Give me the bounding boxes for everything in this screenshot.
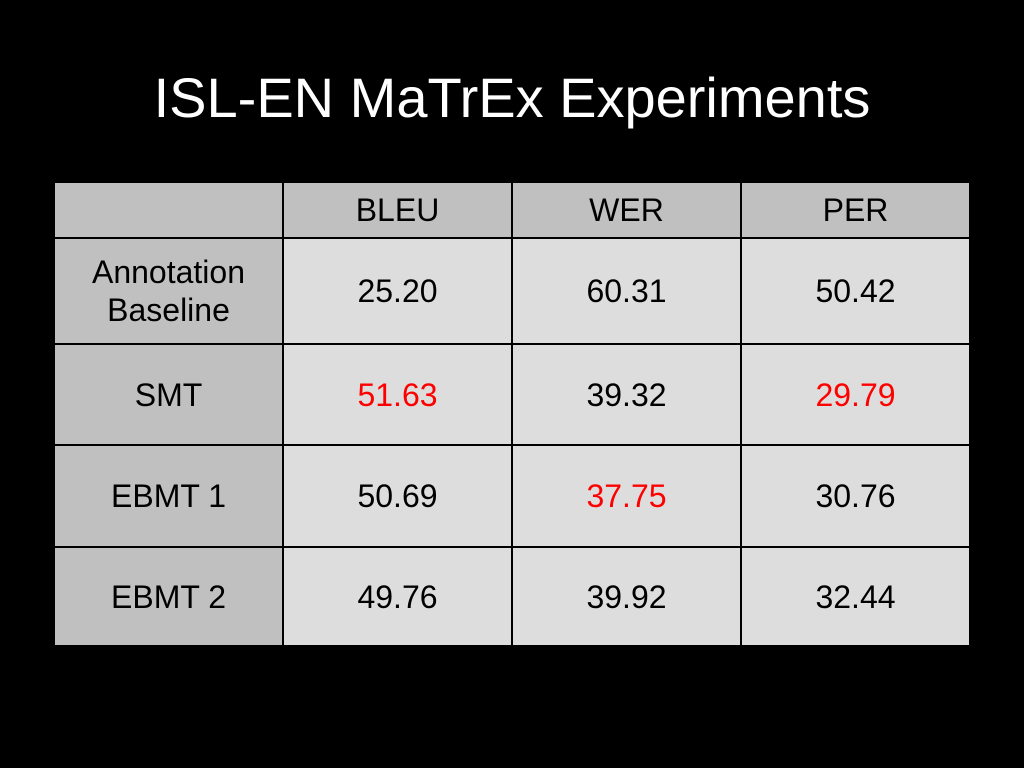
value-cell: 30.76 [740, 444, 971, 548]
value-cell: 37.75 [511, 444, 742, 548]
value-cell: 29.79 [740, 343, 971, 446]
value-cell: 39.92 [511, 546, 742, 647]
slide-title: ISL-EN MaTrEx Experiments [153, 66, 871, 129]
column-header: PER [740, 181, 971, 239]
value-cell: 25.20 [282, 237, 513, 345]
results-table: BLEU WER PER Annotation Baseline 25.20 60.31… [53, 181, 971, 647]
table-row: Annotation Baseline 25.20 60.31 50.42 [53, 237, 971, 345]
column-header: BLEU [282, 181, 513, 239]
table-row: EBMT 1 50.69 37.75 30.76 [53, 444, 971, 548]
corner-cell [53, 181, 284, 239]
header-row: BLEU WER PER [53, 181, 971, 239]
value-cell: 50.42 [740, 237, 971, 345]
row-label: SMT [53, 343, 284, 446]
row-label: Annotation Baseline [53, 237, 284, 345]
value-cell: 39.32 [511, 343, 742, 446]
value-cell: 32.44 [740, 546, 971, 647]
value-cell: 49.76 [282, 546, 513, 647]
row-label: EBMT 2 [53, 546, 284, 647]
value-cell: 60.31 [511, 237, 742, 345]
table-row: EBMT 2 49.76 39.92 32.44 [53, 546, 971, 647]
value-cell: 50.69 [282, 444, 513, 548]
row-label: EBMT 1 [53, 444, 284, 548]
table-row: SMT 51.63 39.32 29.79 [53, 343, 971, 446]
column-header: WER [511, 181, 742, 239]
value-cell: 51.63 [282, 343, 513, 446]
